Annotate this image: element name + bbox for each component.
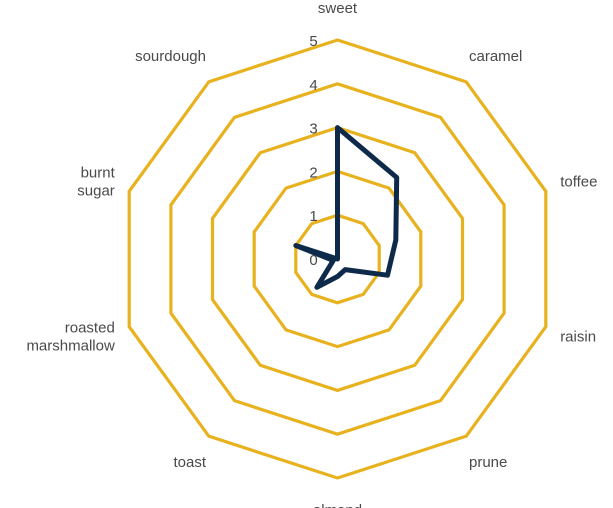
tick-label-5: 5	[309, 33, 317, 50]
axis-label-layer: sweet caramel toffee raisin prune almond toast…	[26, 0, 597, 508]
grid-ring-4	[169, 82, 506, 436]
grid-ring-3	[210, 125, 465, 393]
axis-label-raisin: raisin	[560, 329, 596, 346]
axis-label-sourdough: sourdough	[135, 48, 206, 65]
axis-label-toffee: toffee	[560, 173, 597, 190]
grid-ring-1	[294, 213, 381, 305]
grid-ring-5	[127, 38, 548, 480]
series-line-1	[293, 125, 400, 290]
axis-label-sweet: sweet	[318, 0, 358, 17]
grid-ring-2	[252, 169, 423, 349]
tick-label-layer: 0 1 2 3 4 5	[309, 33, 317, 269]
axis-label-burnt-sugar: burnt sugar	[77, 164, 115, 199]
tick-label-2: 2	[309, 164, 317, 181]
tick-label-1: 1	[309, 208, 317, 225]
axis-label-caramel: caramel	[469, 48, 522, 65]
axis-label-toast: toast	[173, 454, 206, 471]
axis-label-prune: prune	[469, 454, 507, 471]
tick-label-4: 4	[309, 77, 317, 94]
grid-layer	[127, 38, 548, 480]
axis-label-almond: almond	[313, 502, 362, 508]
axis-label-roasted-marshmallow: roasted marshmallow	[26, 320, 115, 355]
tick-label-0: 0	[309, 252, 317, 269]
series-layer	[293, 125, 400, 290]
tick-label-3: 3	[309, 121, 317, 138]
